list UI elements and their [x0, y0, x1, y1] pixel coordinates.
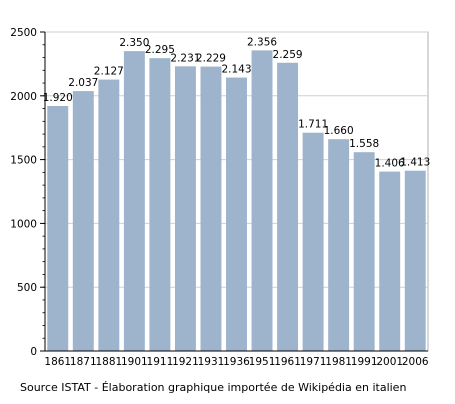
value-label: 2.356 — [247, 36, 277, 48]
bar-1951 — [251, 50, 273, 352]
y-tick-label: 500 — [17, 282, 37, 294]
value-label: 1.406 — [375, 158, 405, 170]
value-label: 2.295 — [145, 44, 175, 56]
value-label: 2.231 — [170, 52, 200, 64]
value-label: 2.350 — [119, 37, 149, 49]
bar-1981 — [328, 139, 350, 351]
value-label: 2.259 — [273, 49, 303, 61]
x-tick-label: 1901 — [121, 356, 148, 368]
bar-1971 — [302, 132, 324, 351]
value-label: 1.558 — [349, 138, 379, 150]
value-label: 1.711 — [298, 119, 328, 131]
bar-2001 — [379, 171, 401, 351]
x-tick-label: 1881 — [95, 356, 122, 368]
x-tick-label: 1981 — [325, 356, 352, 368]
y-tick-label: 1000 — [10, 218, 37, 230]
bar-1881 — [98, 79, 120, 352]
y-tick-label: 1500 — [10, 155, 37, 167]
value-label: 2.229 — [196, 53, 226, 65]
x-tick-label: 1931 — [198, 356, 225, 368]
bar-1901 — [123, 51, 145, 351]
label-layer: 1.920 1861 2.037 1871 2.127 1881 2.350 1901 2.29… — [43, 36, 431, 368]
value-label: 1.660 — [324, 125, 354, 137]
value-label: 2.127 — [94, 66, 124, 78]
value-label: 2.037 — [68, 77, 98, 89]
y-tick-label: 2500 — [10, 27, 37, 39]
x-tick-label: 1911 — [147, 356, 174, 368]
source-caption: Source ISTAT - Élaboration graphique imp… — [20, 381, 407, 394]
x-tick-label: 2001 — [376, 356, 403, 368]
bar-1871 — [72, 91, 94, 351]
x-tick-label: 2006 — [402, 356, 429, 368]
value-label: 1.920 — [43, 92, 73, 104]
value-label: 2.143 — [221, 64, 251, 76]
bar-1921 — [174, 66, 196, 351]
x-tick-label: 1971 — [300, 356, 327, 368]
axis-layer: 0 500 1000 1500 2000 2500 — [10, 27, 428, 358]
x-tick-label: 1921 — [172, 356, 199, 368]
bar-1861 — [47, 106, 69, 352]
bar-1991 — [353, 152, 375, 351]
x-tick-label: 1871 — [70, 356, 97, 368]
bar-1936 — [226, 77, 247, 352]
bar-2006 — [404, 170, 426, 351]
x-tick-label: 1991 — [351, 356, 378, 368]
bar-1931 — [200, 66, 222, 352]
y-tick-label: 2000 — [10, 91, 37, 103]
bar-1961 — [277, 62, 299, 352]
x-tick-label: 1936 — [223, 356, 250, 368]
value-label: 1.413 — [400, 157, 430, 169]
bar-layer — [47, 50, 426, 352]
x-tick-label: 1861 — [44, 356, 71, 368]
x-tick-label: 1961 — [274, 356, 301, 368]
y-tick-label: 0 — [30, 346, 37, 358]
bar-1911 — [149, 58, 171, 352]
x-tick-label: 1951 — [249, 356, 276, 368]
